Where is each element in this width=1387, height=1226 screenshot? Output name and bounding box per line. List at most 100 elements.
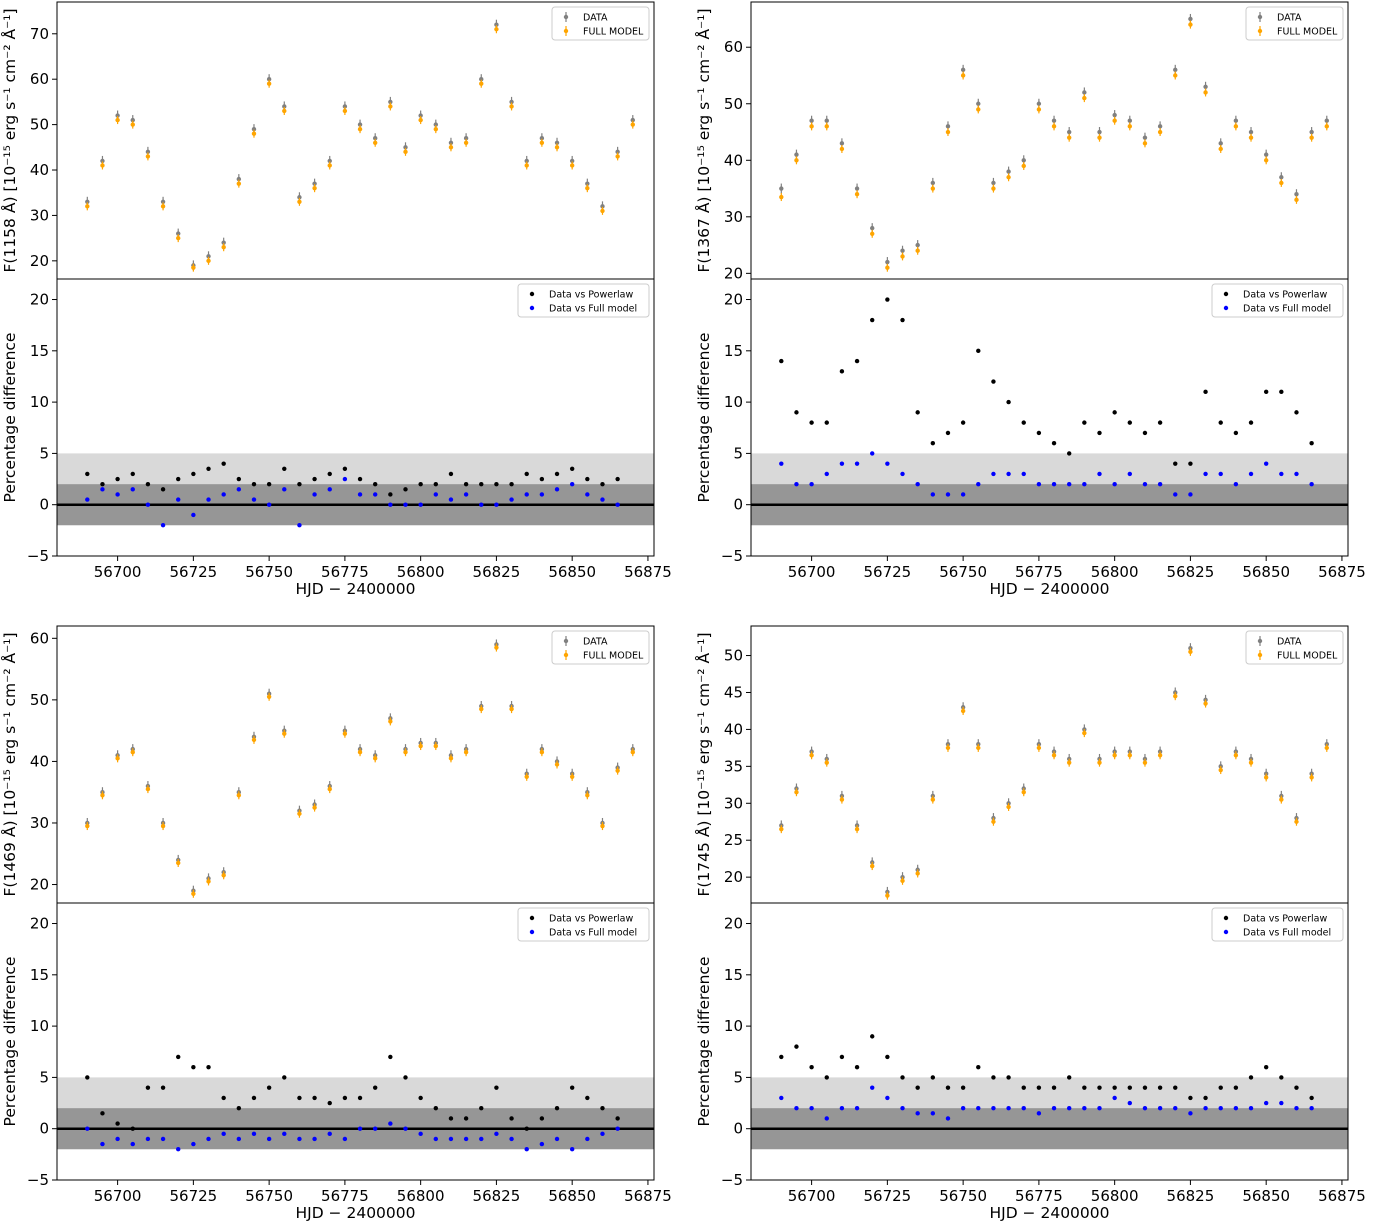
- data-point: [839, 141, 845, 146]
- legend-label: Data vs Powerlaw: [1243, 290, 1327, 301]
- model-point: [809, 753, 814, 758]
- model-point: [282, 731, 287, 736]
- model-point: [403, 749, 408, 755]
- legend-marker: [563, 652, 569, 658]
- difference-point: [585, 492, 590, 497]
- difference-point: [600, 497, 605, 502]
- model-point: [600, 823, 605, 829]
- difference-point: [870, 1034, 875, 1039]
- difference-point: [794, 1105, 799, 1111]
- difference-point: [221, 492, 226, 497]
- legend-marker: [1223, 929, 1229, 935]
- legend-label: DATA: [583, 13, 608, 24]
- y-tick-label: 50: [724, 95, 743, 113]
- model-point: [418, 743, 423, 749]
- model-point: [372, 140, 378, 145]
- difference-point: [1036, 1111, 1042, 1116]
- data-point: [494, 22, 499, 27]
- difference-point: [297, 481, 302, 487]
- difference-point: [1036, 430, 1042, 436]
- x-tick-label: 56800: [397, 563, 445, 581]
- difference-point: [930, 1075, 936, 1080]
- difference-point: [885, 461, 890, 466]
- x-tick-label: 56875: [624, 1187, 672, 1205]
- difference-point: [221, 461, 226, 466]
- model-point: [1324, 124, 1329, 129]
- model-point: [794, 790, 799, 795]
- y-tick-label: 40: [30, 161, 49, 179]
- difference-point: [115, 476, 120, 482]
- difference-point: [945, 430, 951, 436]
- data-point: [100, 158, 105, 164]
- difference-point: [160, 487, 166, 492]
- chart-panel-5: 20 30 40 50 60 F(1469 Å) [10⁻¹⁵ erg s⁻¹ cm⁻² …: [0, 625, 655, 904]
- axes-frame: [56, 1, 655, 280]
- difference-point: [145, 1136, 151, 1142]
- difference-point: [1188, 1095, 1193, 1101]
- data-point: [282, 104, 287, 109]
- difference-point: [539, 476, 545, 482]
- data-point: [1142, 135, 1148, 140]
- model-point: [870, 231, 875, 236]
- difference-point: [145, 481, 151, 487]
- y-tick-label: 15: [724, 966, 743, 984]
- difference-point: [509, 1116, 514, 1121]
- model-point: [630, 122, 635, 127]
- difference-point: [824, 1075, 829, 1080]
- difference-point: [282, 1075, 287, 1080]
- model-point: [130, 749, 135, 755]
- difference-point: [930, 492, 936, 497]
- difference-point: [1279, 471, 1284, 477]
- model-point: [418, 117, 423, 123]
- model-point: [779, 826, 784, 832]
- difference-point: [418, 1095, 423, 1101]
- y-tick-label: 0: [733, 1120, 743, 1138]
- model-point: [1006, 804, 1011, 810]
- model-point: [1173, 693, 1178, 699]
- model-point: [1324, 745, 1329, 751]
- data-point: [1036, 101, 1042, 106]
- difference-point: [991, 1075, 996, 1080]
- model-point: [403, 149, 408, 155]
- y-tick-label: 60: [724, 38, 743, 56]
- x-tick-label: 56850: [548, 563, 596, 581]
- y-tick-label: 70: [30, 25, 49, 43]
- difference-point: [479, 1105, 484, 1111]
- model-point: [1066, 135, 1072, 140]
- data-point: [312, 181, 317, 186]
- y-tick-label: 0: [733, 496, 743, 514]
- model-point: [115, 756, 120, 761]
- data-point: [885, 259, 890, 265]
- y-tick-label: 35: [724, 757, 743, 775]
- data-point: [433, 122, 439, 127]
- model-point: [1279, 797, 1284, 802]
- data-point: [991, 180, 996, 186]
- difference-point: [539, 1141, 545, 1147]
- data-point: [160, 199, 166, 205]
- data-point: [206, 254, 211, 259]
- y-tick-label: 60: [30, 629, 49, 647]
- difference-point: [1248, 1105, 1254, 1111]
- difference-point: [388, 1054, 393, 1060]
- difference-point: [176, 497, 181, 502]
- y-axis-label: F(1158 Å) [10⁻¹⁵ erg s⁻¹ cm⁻² Å⁻¹]: [0, 8, 19, 272]
- difference-point: [1203, 1105, 1208, 1111]
- difference-point: [1188, 492, 1193, 497]
- legend-marker: [1257, 638, 1263, 644]
- model-point: [885, 265, 890, 270]
- difference-point: [1218, 1105, 1223, 1111]
- difference-point: [160, 1085, 166, 1090]
- model-point: [100, 163, 105, 168]
- data-point: [145, 149, 151, 155]
- model-point: [297, 199, 302, 205]
- difference-point: [1279, 1075, 1284, 1080]
- model-point: [824, 124, 829, 129]
- difference-point: [600, 1131, 605, 1137]
- difference-point: [282, 466, 287, 471]
- difference-point: [1066, 481, 1072, 487]
- difference-point: [1233, 1085, 1239, 1090]
- y-tick-label: 20: [30, 915, 49, 933]
- data-point: [1279, 175, 1284, 180]
- difference-point: [524, 1126, 529, 1131]
- difference-point: [130, 1126, 135, 1131]
